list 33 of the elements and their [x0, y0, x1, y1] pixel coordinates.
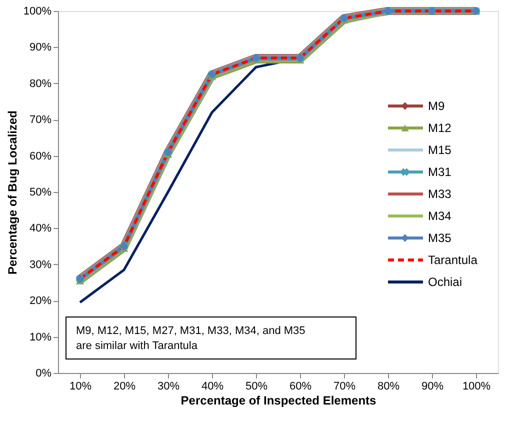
y-tick-label: 60%: [29, 150, 52, 162]
y-tick-label: 40%: [29, 222, 52, 235]
x-tick-label: 80%: [377, 380, 400, 392]
y-tick-label: 80%: [29, 78, 52, 90]
annotation: M9, M12, M15, M27, M31, M33, M34, and M35 are similar with Tarantula: [76, 325, 306, 352]
y-axis-title: Percentage of Bug Localized: [5, 110, 20, 275]
y-tick-label: 100%: [23, 6, 52, 18]
legend-label: Ochiai: [428, 275, 462, 289]
legend-label: M34: [428, 209, 452, 223]
legend-label: Tarantula: [428, 253, 478, 267]
legend-label: M33: [428, 187, 452, 201]
x-tick-label: 100%: [462, 380, 491, 392]
x-tick-label: 60%: [289, 380, 312, 392]
x-tick-label: 10%: [69, 380, 92, 392]
x-tick-label: 90%: [421, 380, 444, 392]
legend-label: M12: [428, 121, 452, 135]
legend-label: M9: [428, 99, 445, 113]
x-tick-label: 40%: [201, 380, 224, 392]
y-tick-label: 50%: [29, 186, 52, 198]
y-tick-label: 0%: [36, 368, 52, 380]
x-tick-label: 30%: [157, 380, 180, 392]
x-tick-label: 70%: [333, 380, 356, 392]
y-tick-label: 30%: [29, 258, 52, 271]
x-axis-title: Percentage of Inspected Elements: [180, 394, 377, 408]
legend-label: M15: [428, 143, 452, 157]
x-tick-label: 50%: [245, 380, 268, 392]
x-tick-label: 20%: [113, 380, 136, 392]
y-tick-label: 20%: [29, 295, 52, 308]
y-tick-label: 10%: [29, 331, 52, 344]
y-tick-label: 90%: [29, 42, 52, 54]
y-tick-label: 70%: [29, 114, 52, 126]
legend-label: M35: [428, 231, 452, 245]
legend-label: M31: [428, 165, 452, 179]
